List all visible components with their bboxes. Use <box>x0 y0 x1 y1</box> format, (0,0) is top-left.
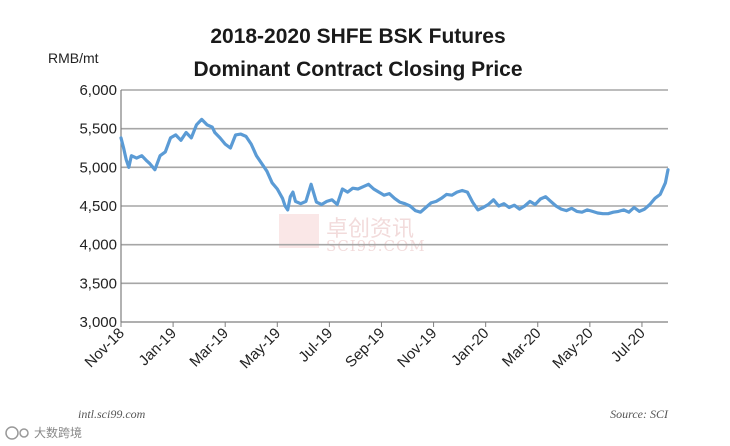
x-tick-label: Mar-20 <box>499 325 545 371</box>
x-tick-label: Jan-19 <box>135 325 179 369</box>
x-tick-label: May-19 <box>237 325 284 372</box>
watermark-cn: 卓创资讯 <box>326 217 414 242</box>
y-tick-label: 3,000 <box>79 314 117 331</box>
bottom-logo-text: 大数跨境 <box>34 425 82 440</box>
watermark-en: SCI99.COM <box>326 237 426 255</box>
y-tick-label: 5,500 <box>79 121 117 138</box>
series-line <box>119 117 670 216</box>
x-tick-label: Jul-19 <box>295 325 336 366</box>
x-tick-label: Mar-19 <box>186 325 232 371</box>
x-tick-label: May-20 <box>549 325 596 372</box>
y-unit-label: RMB/mt <box>48 50 99 66</box>
x-tick-label: Jan-20 <box>448 325 492 369</box>
watermark: 卓创资讯 SCI99.COM <box>279 214 426 255</box>
chart-title-line1: 2018-2020 SHFE BSK Futures <box>210 25 505 48</box>
footer-source-credit: Source: SCI <box>610 407 669 421</box>
series-layer <box>119 117 670 216</box>
x-tick-label: Jul-20 <box>608 325 649 366</box>
chart-title-line2: Dominant Contract Closing Price <box>193 58 522 81</box>
bottom-logo: 大数跨境 <box>5 425 82 440</box>
x-axis-ticks: Nov-18 Jan-19 Mar-19 May-19 Jul-19 Sep-19 Nov-… <box>82 322 649 372</box>
x-tick-label: Nov-18 <box>82 325 128 371</box>
y-axis-ticks: 3,000 3,500 4,000 4,500 5,000 5,500 6,000 <box>79 82 117 331</box>
footer-source-url: intl.sci99.com <box>78 407 146 421</box>
y-tick-label: 4,500 <box>79 198 117 215</box>
y-tick-label: 6,000 <box>79 82 117 99</box>
y-tick-label: 3,500 <box>79 275 117 292</box>
y-tick-label: 4,000 <box>79 237 117 254</box>
x-tick-label: Sep-19 <box>342 325 388 371</box>
x-tick-label: Nov-19 <box>394 325 440 371</box>
gridlines <box>120 89 668 323</box>
y-tick-label: 5,000 <box>79 159 117 176</box>
